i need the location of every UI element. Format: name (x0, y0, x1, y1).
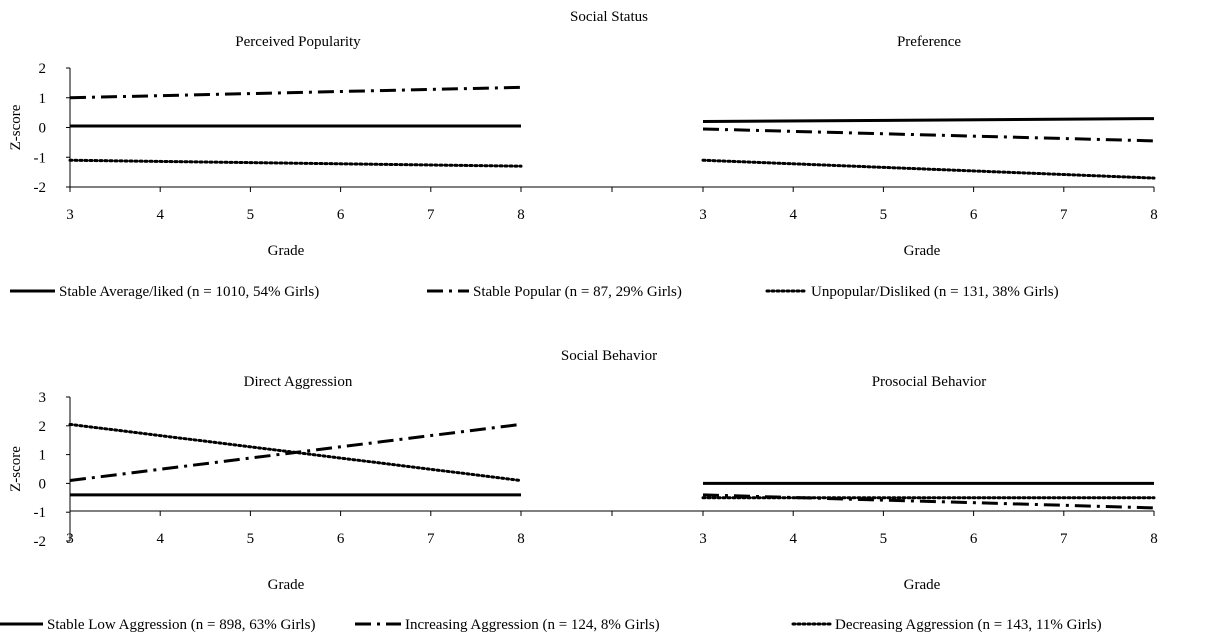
series-line-solid (702, 117, 1155, 124)
panel-subtitle: Preference (897, 34, 961, 50)
chart-title: Social Status (570, 9, 648, 25)
legend-label: Stable Average/liked (n = 1010, 54% Girl… (59, 284, 319, 300)
y-axis-label: Z-score (8, 104, 24, 150)
x-tick-label: 3 (699, 531, 707, 547)
panel-subtitle: Perceived Popularity (235, 34, 361, 50)
x-tick-label: 7 (1060, 207, 1068, 223)
x-tick-label: 8 (1150, 531, 1158, 547)
x-axis-label: Grade (904, 243, 941, 259)
x-tick-label: 4 (789, 207, 797, 223)
x-tick-label: 4 (789, 531, 797, 547)
x-tick-label: 3 (699, 207, 707, 223)
y-tick-label: -1 (34, 505, 47, 521)
y-tick-label: -1 (34, 150, 47, 166)
series-line-dotted (68, 422, 523, 483)
x-tick-label: 4 (156, 531, 164, 547)
legend-label: Stable Low Aggression (n = 898, 63% Girl… (47, 617, 315, 633)
x-tick-label: 5 (880, 531, 888, 547)
series-line-dotted (701, 158, 1156, 180)
panel-subtitle: Prosocial Behavior (872, 374, 987, 390)
x-tick-label: 4 (156, 207, 164, 223)
x-tick-label: 7 (427, 207, 435, 223)
y-tick-label: 0 (39, 476, 47, 492)
x-tick-label: 5 (247, 207, 255, 223)
series-line-dashdot (702, 127, 1155, 143)
y-tick-label: 0 (39, 121, 47, 137)
x-tick-label: 8 (1150, 207, 1158, 223)
x-axis-label: Grade (268, 577, 305, 593)
x-tick-label: 6 (337, 531, 345, 547)
series-line-dotted (68, 158, 523, 168)
x-tick-label: 5 (247, 531, 255, 547)
legend-label: Unpopular/Disliked (n = 131, 38% Girls) (811, 284, 1059, 300)
series-line-dashdot (69, 85, 522, 100)
x-tick-label: 6 (970, 531, 978, 547)
y-tick-label: -2 (34, 180, 47, 196)
legend-label: Stable Popular (n = 87, 29% Girls) (473, 284, 682, 300)
y-tick-label: 1 (39, 448, 47, 464)
legend-label: Increasing Aggression (n = 124, 8% Girls… (405, 617, 660, 633)
x-axis-label: Grade (268, 243, 305, 259)
y-tick-label: -2 (34, 534, 47, 550)
x-tick-label: 5 (880, 207, 888, 223)
x-tick-label: 3 (66, 207, 74, 223)
chart-root: Social Status Z-score 2 1 0 -1 -2 Perceived Pop… (0, 9, 1158, 633)
x-tick-label: 8 (517, 207, 525, 223)
x-axis-label: Grade (904, 577, 941, 593)
panel-subtitle: Direct Aggression (244, 374, 353, 390)
y-tick-label: 2 (39, 419, 47, 435)
y-tick-label: 2 (39, 61, 47, 77)
x-tick-label: 7 (427, 531, 435, 547)
y-tick-label: 1 (39, 91, 47, 107)
x-tick-label: 6 (970, 207, 978, 223)
x-tick-label: 6 (337, 207, 345, 223)
x-tick-label: 8 (517, 531, 525, 547)
y-axis-label: Z-score (8, 446, 24, 492)
x-tick-label: 3 (66, 531, 74, 547)
y-tick-label: 3 (39, 390, 47, 406)
legend-label: Decreasing Aggression (n = 143, 11% Girl… (835, 617, 1102, 633)
chart-title: Social Behavior (561, 348, 657, 364)
x-tick-label: 7 (1060, 531, 1068, 547)
